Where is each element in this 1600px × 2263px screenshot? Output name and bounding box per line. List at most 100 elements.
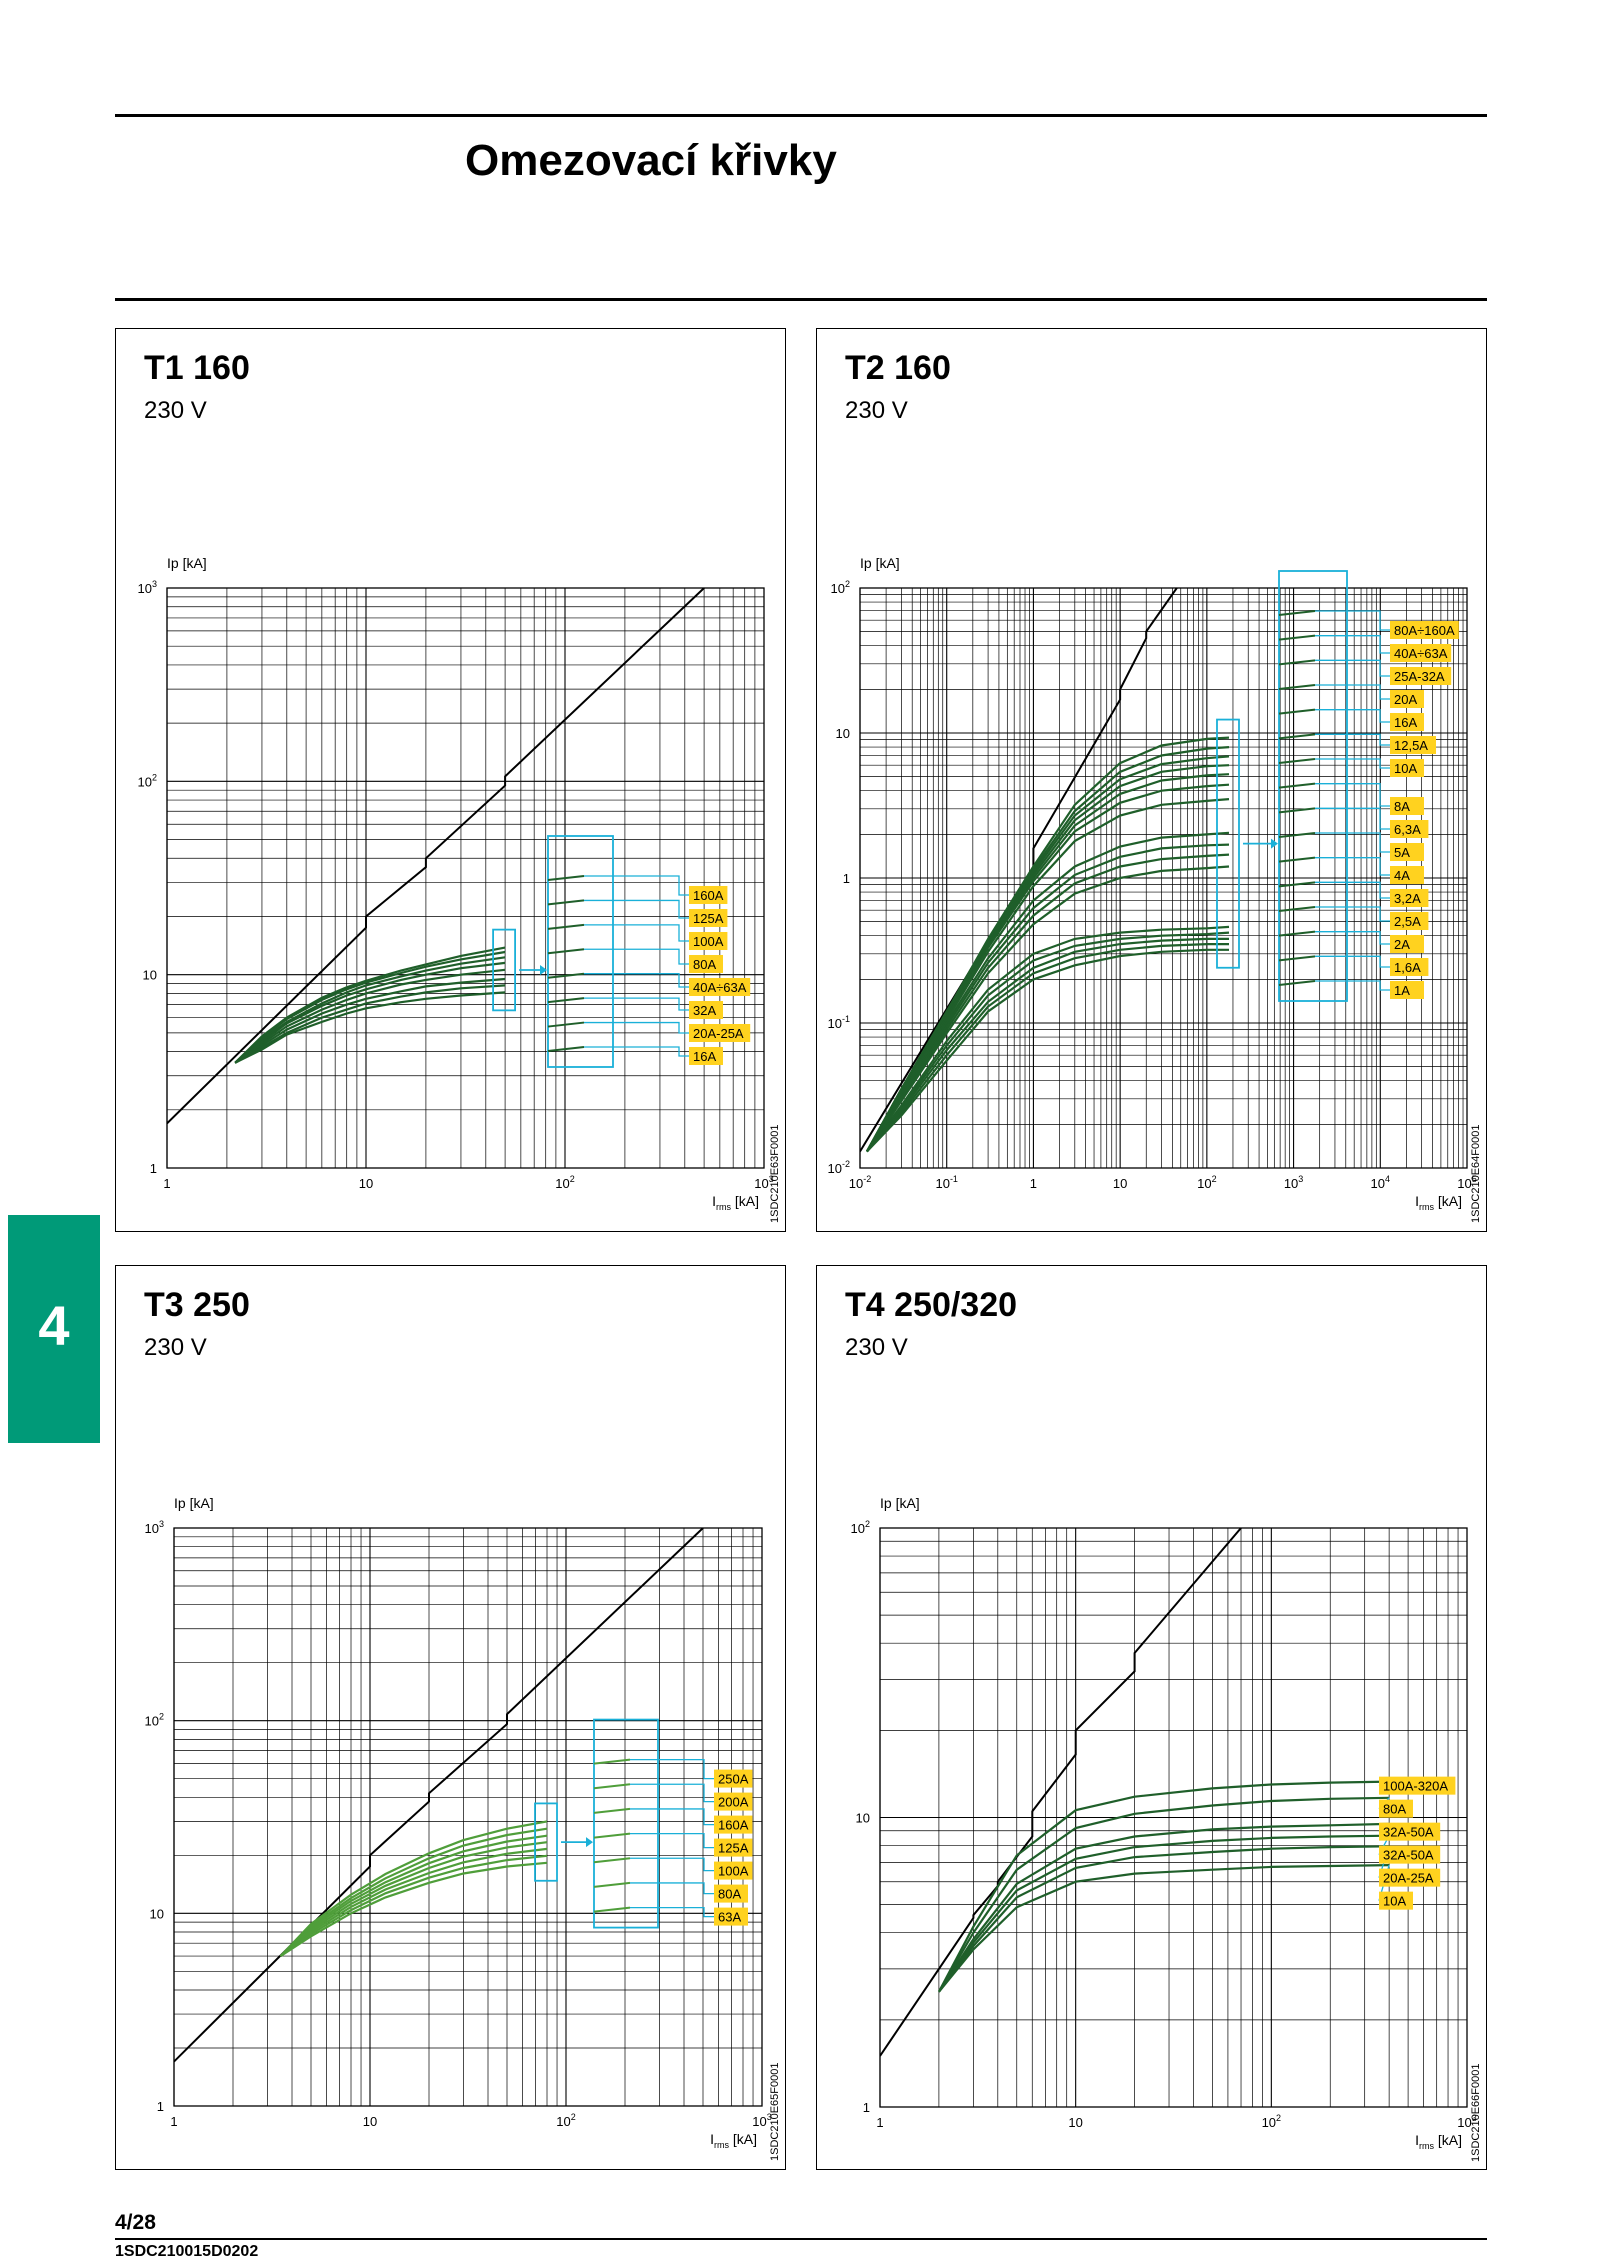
legend-leader (1315, 931, 1390, 945)
legend-tag (1390, 958, 1429, 976)
y-tick-label: 10-1 (828, 1014, 850, 1031)
series-line (234, 991, 506, 1064)
y-tick-label: 102 (851, 1519, 870, 1536)
legend-label: 160A (718, 1818, 749, 1833)
chart-panel-t4: T4 250/320 230 V 1 10 102 103 1 10 102 Ip [kA] I… (816, 1265, 1487, 2170)
legend-tag (714, 1907, 748, 1926)
x-tick-label: 10 (359, 1176, 373, 1191)
page-title: Omezovací křivky (465, 136, 837, 185)
plot-frame (166, 587, 765, 1169)
x-tick-label: 10-1 (935, 1174, 957, 1191)
legend-label: 125A (718, 1841, 749, 1856)
legend-tag (689, 954, 723, 973)
legend-leader (630, 1808, 714, 1826)
zoom-series-line (1278, 610, 1316, 616)
series-line (866, 937, 1229, 1153)
y-tick-label: 1 (843, 871, 850, 886)
legend-tag (689, 1000, 723, 1019)
y-tick-label: 1 (157, 2099, 164, 2114)
legend-label: 20A (1394, 692, 1417, 707)
series-line (938, 1864, 1390, 1993)
zoom-series-line (593, 1783, 631, 1790)
x-tick-label: 102 (1197, 1174, 1216, 1191)
legend-label: 6,3A (1394, 822, 1421, 837)
series-line (938, 1845, 1390, 1993)
legend-leader (1315, 635, 1390, 654)
legend-label: 5A (1394, 845, 1410, 860)
zoom-series-line (1278, 980, 1316, 986)
legend-label: 63A (718, 1910, 741, 1925)
plot-frame (859, 587, 1468, 1169)
zoom-box-large (1278, 570, 1348, 1002)
legend-tag (1379, 1799, 1413, 1818)
legend-leader (584, 924, 689, 942)
series-line (234, 968, 506, 1064)
zoom-box-large (593, 1718, 659, 1929)
zoom-series-line (1278, 832, 1316, 838)
series-line (234, 977, 506, 1064)
grid (859, 588, 1467, 1169)
legend-leader (584, 875, 689, 896)
series-line (937, 1834, 1390, 1993)
series-line (937, 1796, 1390, 1993)
image-code: 1SDC210E66F0001 (1470, 2064, 1482, 2162)
series-line (866, 948, 1229, 1153)
legend-tag (1390, 713, 1424, 731)
legend-tag (1379, 1822, 1441, 1841)
legend-leader (1315, 807, 1390, 830)
header-rule (115, 298, 1487, 301)
series-line (865, 798, 1230, 1153)
legend-tag (714, 1815, 753, 1834)
series-line (234, 956, 506, 1064)
legend-leader (630, 1906, 714, 1918)
x-tick-label: 104 (1371, 1174, 1390, 1191)
legend-tag (1379, 1868, 1441, 1887)
series-line (865, 755, 1230, 1153)
y-axis-label: Ip [kA] (167, 555, 207, 571)
series-line (865, 853, 1230, 1153)
series-line (866, 931, 1230, 1153)
legend-label: 160A (693, 888, 724, 903)
zoom-box-small (1216, 718, 1240, 969)
legend-tag (1390, 759, 1424, 777)
series-line (234, 961, 506, 1064)
limit-line (880, 1528, 1242, 2057)
chapter-tab: 4 (8, 1215, 100, 1443)
zoom-series-line (1278, 930, 1316, 937)
legend-label: 32A-50A (1383, 1848, 1434, 1863)
series-line (937, 1780, 1390, 1993)
chart-panel-t2: T2 160 230 V 10-2 10-1 1 10 102 103 104 105 10-2… (816, 328, 1487, 1232)
y-axis-label: Ip [kA] (880, 1495, 920, 1511)
legend-label: 100A-320A (1383, 1779, 1448, 1794)
chart-title: T1 160 (144, 349, 250, 387)
document-code: 1SDC210015D0202 (115, 2243, 259, 2260)
y-tick-label: 102 (831, 579, 850, 596)
legend-tag (1390, 690, 1424, 708)
image-code: 1SDC210E65F0001 (769, 2063, 781, 2161)
image-code: 1SDC210E64F0001 (1470, 1125, 1482, 1223)
legend-tag (1390, 889, 1429, 907)
y-tick-label: 1 (863, 2100, 870, 2115)
series-line (865, 831, 1230, 1153)
x-tick-label: 10 (1113, 1176, 1127, 1191)
legend-label: 10A (1383, 1894, 1406, 1909)
zoom-arrow-head (1271, 838, 1278, 849)
y-axis-label: Ip [kA] (174, 1495, 214, 1511)
legend-leader (584, 997, 689, 1011)
zoom-series-line (593, 1857, 631, 1864)
y-tick-label: 103 (138, 579, 157, 596)
zoom-series-line (547, 899, 585, 906)
zoom-series-line (547, 997, 585, 1004)
zoom-series-line (593, 1881, 631, 1888)
legend-label: 100A (718, 1864, 749, 1879)
series-line (279, 1854, 548, 1957)
zoom-series-line (1278, 856, 1316, 863)
legend-leader (1315, 857, 1390, 876)
legend-label: 1,6A (1394, 960, 1421, 975)
series-line (234, 946, 506, 1064)
y-tick-label: 102 (145, 1712, 164, 1729)
y-tick-label: 10 (143, 968, 157, 983)
x-tick-label: 1 (876, 2115, 883, 2130)
